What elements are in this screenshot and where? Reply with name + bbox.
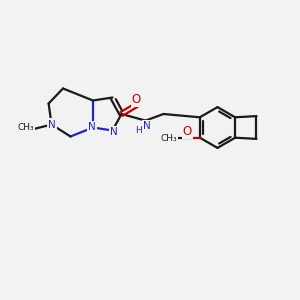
Text: N: N [48, 119, 56, 130]
Text: H: H [136, 126, 142, 135]
Text: N: N [143, 121, 151, 131]
Text: CH₃: CH₃ [160, 134, 177, 143]
Text: O: O [132, 93, 141, 106]
Text: O: O [183, 124, 192, 138]
Text: CH₃: CH₃ [18, 123, 34, 132]
Text: N: N [110, 127, 118, 137]
Text: N: N [88, 122, 96, 133]
